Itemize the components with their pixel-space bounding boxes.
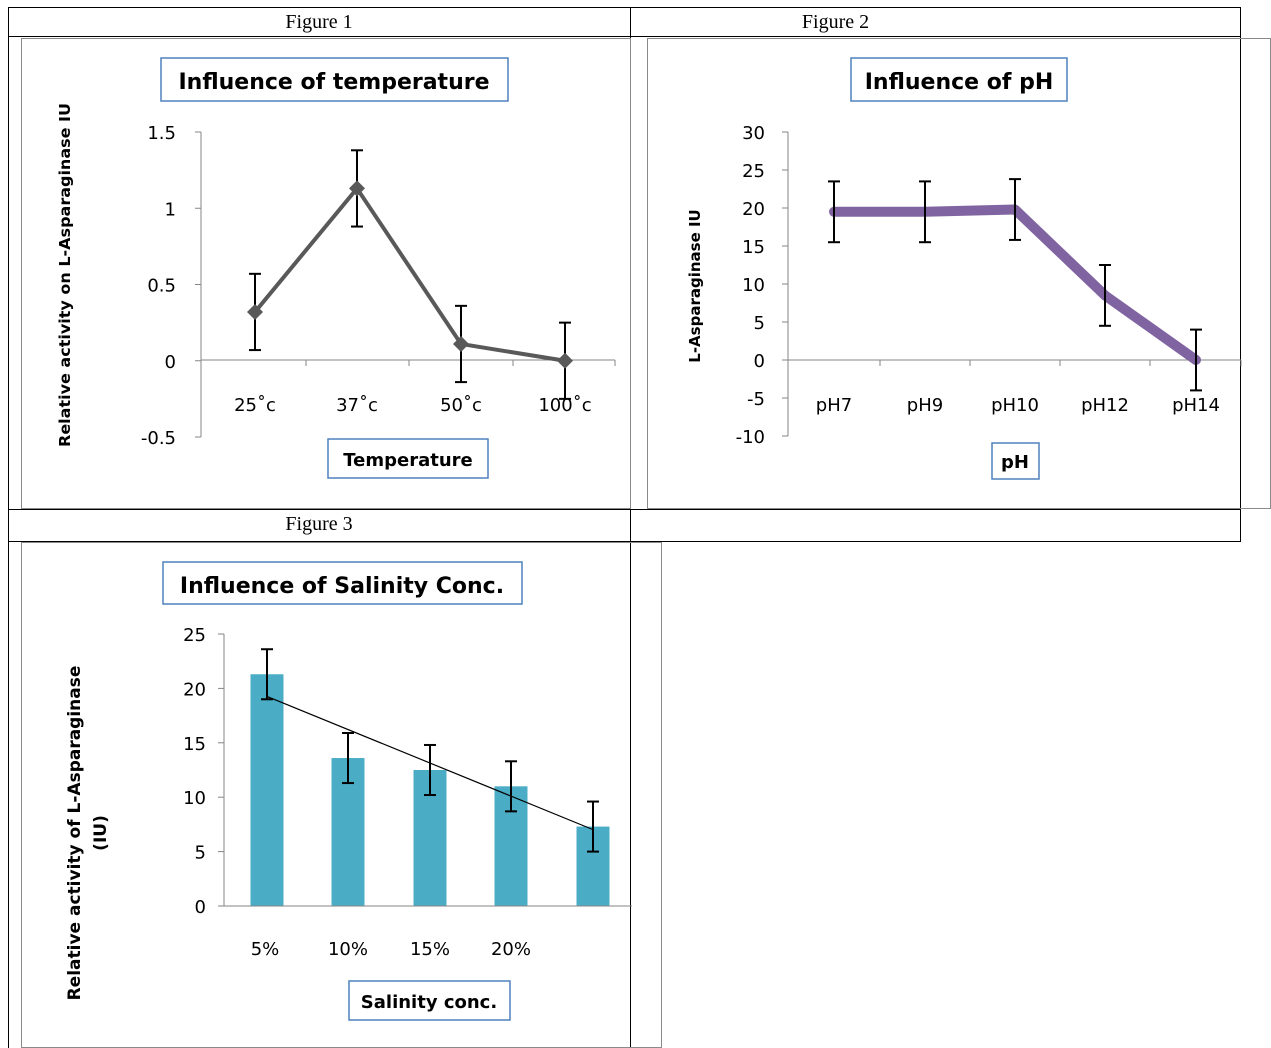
chart-2-y-tick-label: -5 — [747, 389, 765, 410]
chart-1-y-tick-label: 1 — [165, 199, 176, 220]
chart-2-x-tick-label: pH14 — [1172, 395, 1220, 416]
chart-2-x-tick-label: pH12 — [1081, 395, 1129, 416]
chart-1-title-box — [160, 57, 509, 102]
chart-2-ylabel: L-Asparaginase IU — [686, 209, 704, 362]
chart-2-title-box — [850, 57, 1068, 102]
chart-1-xlabel: Temperature — [343, 450, 472, 471]
chart-1-y-tick-label: 0.5 — [147, 276, 176, 297]
chart-2-error-bar — [919, 180, 931, 244]
chart-1-y-tick-label: 0 — [165, 352, 176, 373]
chart-2-xlabel: pH — [1001, 452, 1029, 473]
table-border-row2 — [8, 509, 1241, 510]
chart-3-x-tick-label: 20% — [491, 939, 531, 960]
chart-2-error-bar — [828, 180, 840, 244]
chart-3-error-bar — [505, 760, 517, 813]
chart-2-y-tick-label: 15 — [742, 237, 765, 258]
chart-1-series-line — [253, 185, 566, 363]
chart-2-y-tick-label: 10 — [742, 275, 765, 296]
chart-3-x-tick-label: 5% — [251, 939, 280, 960]
chart-1-y-tick-label: -0.5 — [141, 428, 176, 449]
chart-3-x-tick-label: 15% — [410, 939, 450, 960]
chart-1-title: Influence of temperature — [178, 70, 489, 95]
chart-1-y-tick-label: 1.5 — [147, 123, 176, 144]
chart-3-xlabel: Salinity conc. — [361, 992, 497, 1013]
chart-2-y-tick-label: 20 — [742, 199, 765, 220]
table-border-row3 — [8, 541, 1241, 542]
chart-1-ylabel: Relative activity on L-Asparaginase IU — [56, 103, 74, 447]
table-border-left — [8, 7, 9, 1048]
chart-3-y-tick-label: 20 — [183, 679, 206, 700]
table-border-row1 — [8, 36, 1241, 37]
chart-3-error-bar — [424, 743, 436, 797]
chart-3-y-tick-label: 0 — [195, 897, 206, 918]
chart-2-x-tick-label: pH7 — [816, 395, 852, 416]
chart-3-ylabel-line1: Relative activity of L-Asparaginase — [65, 666, 85, 1001]
table-border-right — [1240, 7, 1241, 542]
chart-3-y-tick-label: 10 — [183, 788, 206, 809]
chart-2-y-tick-label: 25 — [742, 161, 765, 182]
chart-3-error-bar — [342, 732, 354, 785]
chart-3-bar — [250, 674, 284, 906]
chart-1-x-tick-label: 100˚c — [538, 395, 591, 416]
chart-2-title: Influence of pH — [865, 70, 1054, 95]
chart-2-y-tick-label: 30 — [742, 123, 765, 144]
chart-2-y-tick-label: 5 — [754, 313, 765, 334]
chart-1-frame — [21, 38, 631, 509]
chart-3-error-bar — [587, 800, 599, 853]
chart-3-y-tick-label: 5 — [195, 843, 206, 864]
chart-3-xlabel-box — [348, 980, 511, 1021]
figure-1-caption: Figure 1 — [285, 11, 353, 33]
chart-3-y-tick-label: 25 — [183, 625, 206, 646]
chart-1-data-point — [557, 352, 573, 369]
table-border-top — [8, 7, 1241, 8]
chart-2-error-bar — [1099, 264, 1111, 327]
chart-3-ylabel-line2: (IU) — [91, 815, 111, 851]
chart-1-data-point — [349, 180, 365, 197]
chart-1-xlabel-box — [327, 438, 489, 479]
table-border-mid — [630, 7, 631, 1048]
chart-2-error-bar — [1009, 178, 1021, 241]
chart-3-title-box — [162, 561, 523, 605]
chart-3-x-tick-label: 10% — [328, 939, 368, 960]
figure-3-caption: Figure 3 — [285, 513, 353, 535]
chart-2-y-tick-label: -10 — [736, 427, 765, 448]
chart-2-x-tick-label: pH9 — [907, 395, 943, 416]
chart-2-error-bar — [1190, 328, 1202, 392]
chart-2-xlabel-box — [991, 442, 1040, 480]
figure-2-caption: Figure 2 — [801, 11, 870, 33]
chart-1-data-point — [247, 303, 263, 320]
chart-2-y-tick-label: 0 — [754, 351, 765, 372]
chart-1-x-tick-label: 50˚c — [440, 395, 482, 416]
chart-3-y-tick-label: 15 — [183, 734, 206, 755]
chart-3-title: Influence of Salinity Conc. — [180, 574, 504, 599]
chart-1-x-tick-label: 25˚c — [234, 395, 276, 416]
chart-2-x-tick-label: pH10 — [991, 395, 1039, 416]
chart-3-error-bar — [261, 648, 273, 701]
chart-1-x-tick-label: 37˚c — [336, 395, 378, 416]
chart-1-data-point — [453, 335, 469, 352]
